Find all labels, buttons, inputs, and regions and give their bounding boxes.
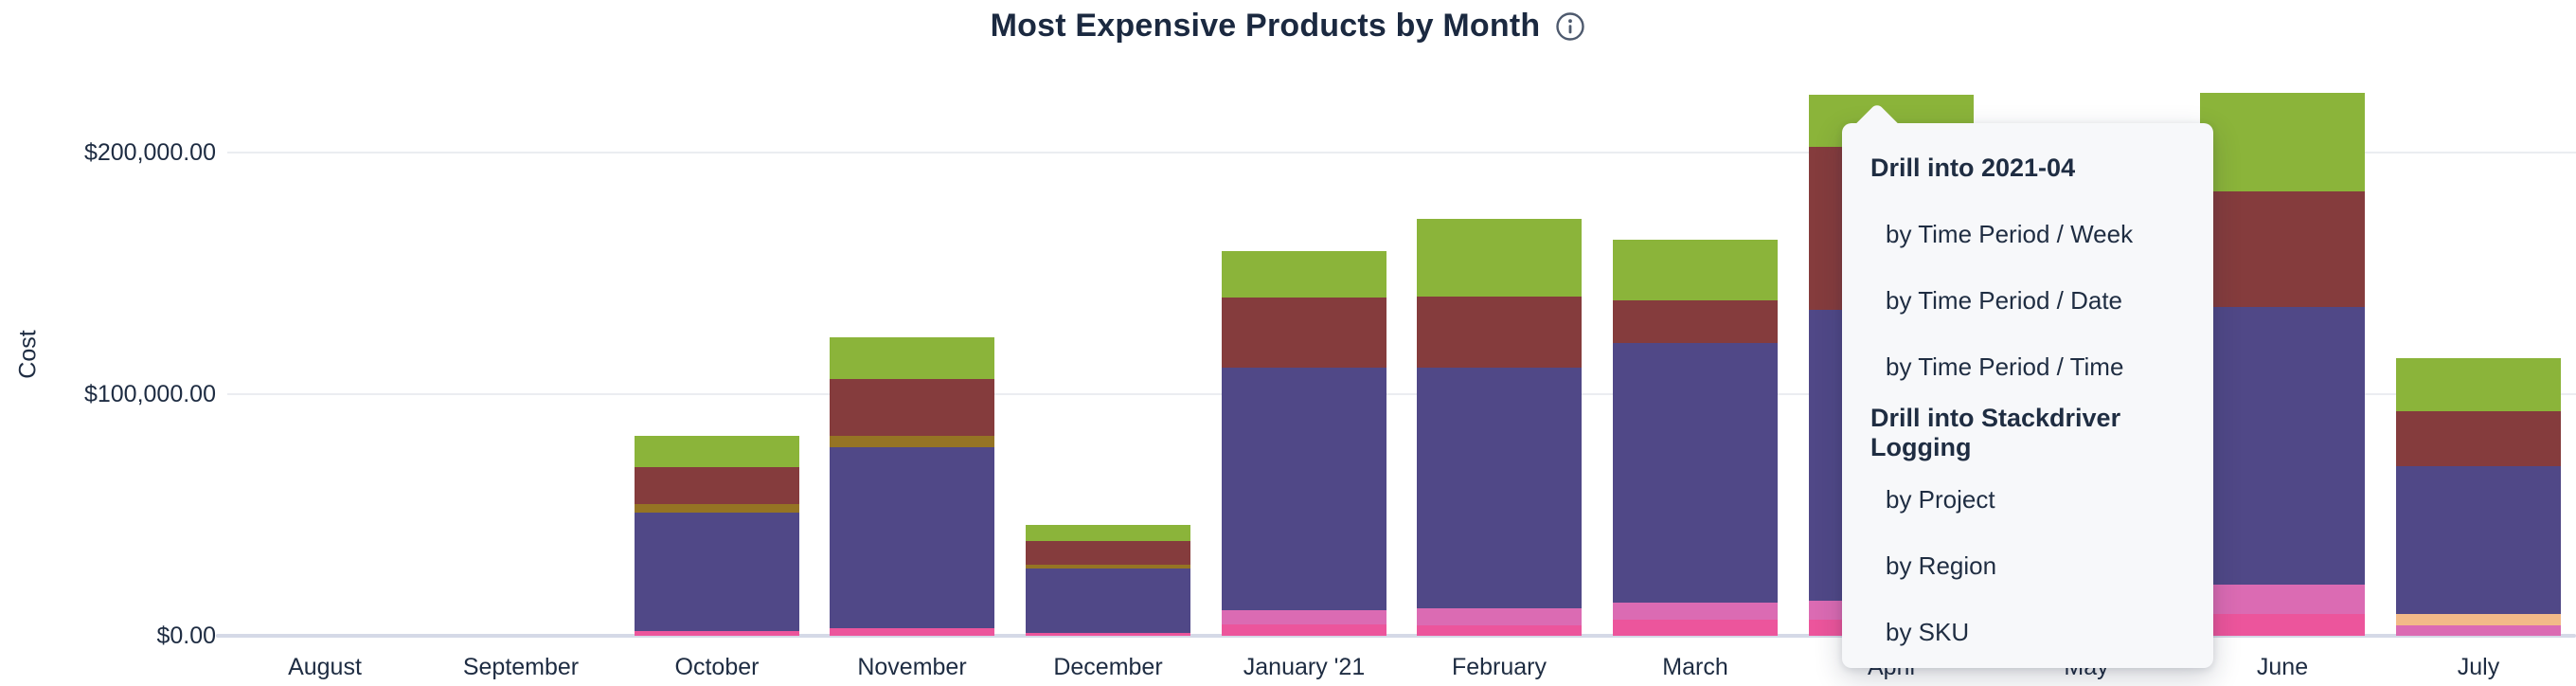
menu-item-by-sku[interactable]: by SKU (1886, 617, 1970, 646)
menu-section-header: Drill into Stackdriver Logging (1870, 404, 2121, 461)
bar-segment-pink[interactable] (1613, 620, 1778, 636)
menu-item-by-time-period-time[interactable]: by Time Period / Time (1886, 352, 2124, 381)
x-tick-label: March (1662, 654, 1728, 680)
x-tick-label: June (2256, 654, 2309, 680)
bar-segment-purple[interactable] (2396, 466, 2561, 614)
bar-segment-pink[interactable] (2200, 614, 2365, 636)
bar-segment-purple[interactable] (635, 513, 799, 631)
x-axis-line (216, 634, 2576, 638)
bar-segment-pink[interactable] (1417, 625, 1582, 636)
menu-item-by-time-period-week[interactable]: by Time Period / Week (1886, 219, 2134, 248)
bar-segment-green[interactable] (1613, 240, 1778, 300)
bar-segment-pink[interactable] (830, 628, 994, 636)
bar-segment-pink[interactable] (1222, 624, 1386, 636)
bar-segment-green[interactable] (635, 436, 799, 467)
x-tick-label: October (674, 654, 760, 680)
stacked-bar-january-21 (1222, 251, 1386, 636)
menu-section-header: Drill into 2021-04 (1870, 153, 2076, 182)
bar-segment-maroon[interactable] (2396, 411, 2561, 466)
chart-header: Most Expensive Products by Month (0, 8, 2576, 45)
bar-segment-maroon[interactable] (1026, 541, 1190, 565)
bar-segment-green[interactable] (2200, 93, 2365, 191)
bar-segment-orchid[interactable] (1222, 610, 1386, 624)
menu-item-by-time-period-date[interactable]: by Time Period / Date (1886, 285, 2122, 315)
bar-segment-orchid[interactable] (1613, 603, 1778, 620)
bar-segment-green[interactable] (1026, 525, 1190, 541)
stacked-bar-february (1417, 219, 1582, 636)
stacked-bar-july (2396, 358, 2561, 636)
bar-segment-purple[interactable] (1222, 368, 1386, 610)
bar-segment-olive[interactable] (830, 436, 994, 447)
bar-segment-purple[interactable] (1026, 569, 1190, 633)
menu-body: Drill into 2021-04 by Time Period / Week b… (1842, 123, 2213, 665)
x-tick-label: February (1451, 654, 1547, 680)
bar-segment-purple[interactable] (2200, 307, 2365, 585)
bar-segment-olive[interactable] (635, 504, 799, 513)
y-axis-title: Cost (14, 330, 42, 379)
bar-segment-orchid[interactable] (1417, 608, 1582, 625)
menu-item-by-project[interactable]: by Project (1886, 484, 1995, 514)
bar-segment-olive[interactable] (1026, 565, 1190, 569)
bar-segment-pink[interactable] (1026, 633, 1190, 636)
x-tick-label: July (2457, 654, 2500, 680)
bar-segment-orchid[interactable] (2396, 625, 2561, 636)
stacked-bar-june (2200, 93, 2365, 636)
gridline (227, 152, 2576, 153)
y-tick-label: $0.00 (156, 623, 216, 649)
gridline (227, 393, 2576, 395)
stacked-bar-march (1613, 240, 1778, 636)
bar-segment-maroon[interactable] (635, 467, 799, 504)
bar-segment-orange[interactable] (2396, 614, 2561, 625)
info-icon[interactable] (1555, 11, 1585, 42)
stacked-bar-december (1026, 525, 1190, 636)
stacked-bar-november (830, 337, 994, 636)
bar-segment-purple[interactable] (1613, 343, 1778, 603)
chart-title: Most Expensive Products by Month (990, 8, 1541, 44)
x-tick-label: August (288, 654, 362, 680)
stacked-bar-october (635, 436, 799, 636)
bar-segment-green[interactable] (2396, 358, 2561, 411)
bar-segment-orchid[interactable] (2200, 585, 2365, 614)
bar-segment-maroon[interactable] (2200, 191, 2365, 307)
bar-segment-maroon[interactable] (1417, 297, 1582, 368)
bar-segment-maroon[interactable] (1222, 298, 1386, 368)
x-tick-label: November (857, 654, 967, 680)
bar-segment-pink[interactable] (635, 631, 799, 636)
menu-item-by-region[interactable]: by Region (1886, 551, 1997, 580)
bar-segment-maroon[interactable] (830, 379, 994, 436)
bar-segment-maroon[interactable] (1613, 300, 1778, 343)
bar-segment-purple[interactable] (1417, 368, 1582, 608)
bar-segment-green[interactable] (1222, 251, 1386, 298)
bar-segment-purple[interactable] (830, 447, 994, 628)
y-tick-label: $200,000.00 (83, 139, 216, 166)
y-tick-label: $100,000.00 (83, 381, 216, 407)
drill-context-menu: Drill into 2021-04 by Time Period / Week b… (1842, 102, 2213, 668)
bar-segment-green[interactable] (830, 337, 994, 379)
x-tick-label: January '21 (1243, 654, 1366, 680)
x-tick-label: September (462, 654, 580, 680)
x-tick-label: December (1053, 654, 1163, 680)
bar-segment-green[interactable] (1417, 219, 1582, 297)
